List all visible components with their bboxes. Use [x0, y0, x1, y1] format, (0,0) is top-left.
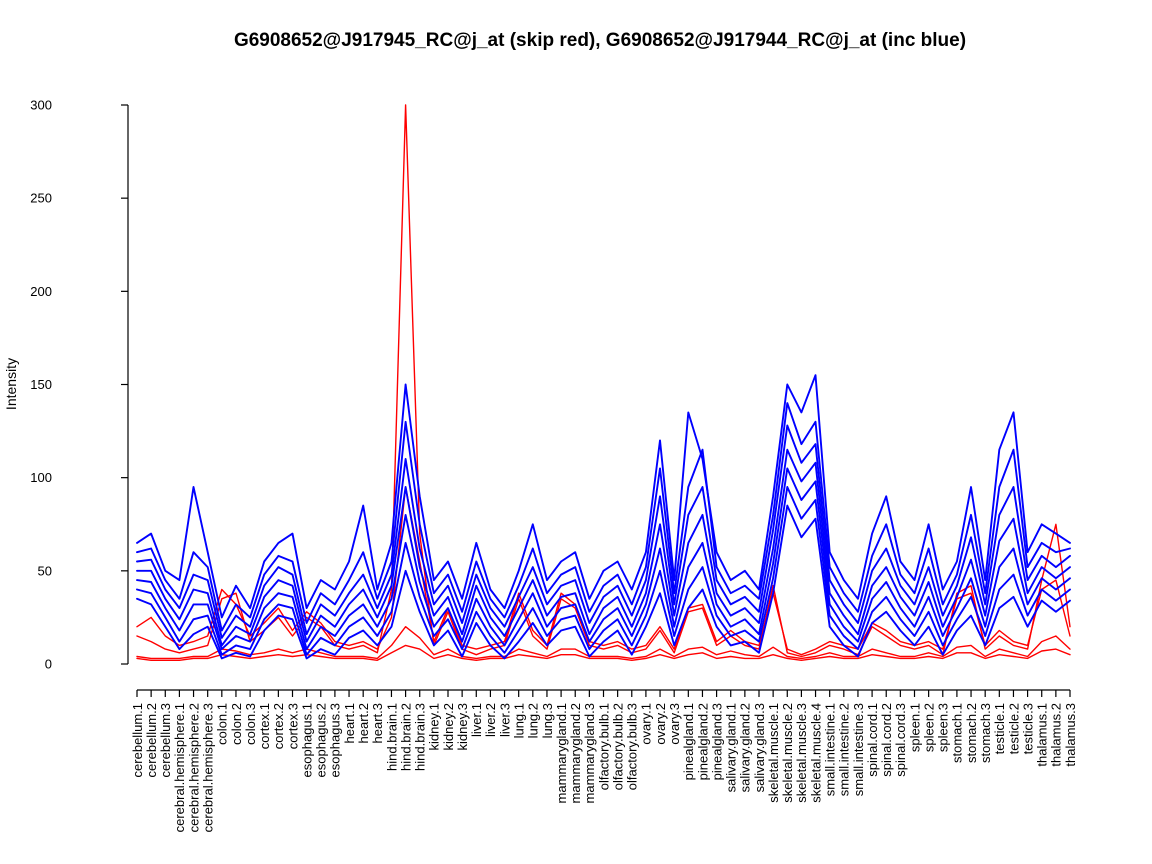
- x-tick-label: small.intestine.2: [837, 703, 852, 796]
- y-tick-label: 0: [45, 657, 52, 672]
- x-tick-label: mammarygland.1: [554, 703, 569, 803]
- x-tick-label: ovary.1: [639, 703, 654, 745]
- y-tick-label: 300: [30, 98, 52, 113]
- series-line-blue-6: [136, 486, 1071, 656]
- x-tick-label: pinealgland.1: [681, 703, 696, 780]
- x-tick-label: kidney.3: [455, 703, 470, 750]
- y-axis-label: Intensity: [3, 358, 19, 410]
- y-tick-label: 200: [30, 284, 52, 299]
- x-tick-label: heart.2: [356, 703, 371, 743]
- x-tick-label: stomach.2: [964, 703, 979, 763]
- x-tick-label: olfactory.bulb.2: [610, 703, 625, 790]
- x-tick-label: skeletal.muscle.2: [780, 703, 795, 803]
- x-tick-label: kidney.2: [441, 703, 456, 750]
- x-tick-label: hind.brain.1: [384, 703, 399, 771]
- x-tick-label: stomach.1: [950, 703, 965, 763]
- x-tick-label: skeletal.muscle.3: [794, 703, 809, 803]
- x-tick-label: esophagus.3: [328, 703, 343, 777]
- chart-title: G6908652@J917945_RC@j_at (skip red), G69…: [234, 30, 966, 51]
- x-tick-label: ovary.3: [667, 703, 682, 745]
- x-tick-label: cortex.2: [271, 703, 286, 749]
- x-tick-label: spinal.cord.2: [879, 703, 894, 777]
- x-tick-label: cerebral.hemisphere.1: [172, 703, 187, 832]
- x-tick-label: olfactory.bulb.3: [625, 703, 640, 790]
- x-tick-label: lung.3: [540, 703, 555, 738]
- x-tick-labels: cerebellum.1 cerebellum.2 cerebellum.3 cere…: [130, 703, 1078, 832]
- x-tick-label: pinealgland.3: [709, 703, 724, 780]
- x-tick-label: spleen.1: [907, 703, 922, 752]
- x-tick-label: cerebral.hemisphere.3: [201, 703, 216, 832]
- plot-series: [136, 104, 1071, 661]
- series-line-blue-7: [136, 504, 1071, 660]
- x-tick-label: spinal.cord.3: [893, 703, 908, 777]
- x-tick-label: esophagus.2: [314, 703, 329, 777]
- x-tick-label: spleen.2: [921, 703, 936, 752]
- x-tick-label: stomach.3: [978, 703, 993, 763]
- x-tick-label: mammarygland.2: [568, 703, 583, 803]
- x-tick-label: thalamus.1: [1035, 703, 1050, 767]
- series-line-blue-4: [136, 448, 1071, 647]
- x-tick-label: heart.1: [342, 703, 357, 743]
- x-tick-label: olfactory.bulb.1: [596, 703, 611, 790]
- y-tick-label: 100: [30, 470, 52, 485]
- x-tick-label: testicle.1: [992, 703, 1007, 754]
- series-line-red-3: [136, 626, 1071, 660]
- x-tick-label: cerebellum.3: [158, 703, 173, 777]
- x-tick-label: liver.1: [469, 703, 484, 737]
- y-tick-label: 50: [38, 563, 52, 578]
- x-tick-label: lung.2: [526, 703, 541, 738]
- y-tick-labels: 0 50 100 150 200 250 300: [30, 98, 52, 672]
- y-tick-label: 250: [30, 191, 52, 206]
- x-tick-label: mammarygland.3: [582, 703, 597, 803]
- x-tick-label: cortex.1: [257, 703, 272, 749]
- series-line-red-4: [136, 644, 1071, 661]
- x-tick-label: kidney.1: [427, 703, 442, 750]
- x-tick-label: small.intestine.1: [823, 703, 838, 796]
- x-tick-label: salivary.gland.1: [724, 703, 739, 792]
- x-tick-label: testicle.3: [1020, 703, 1035, 754]
- x-tick-label: skeletal.muscle.1: [766, 703, 781, 803]
- x-tick-label: liver.3: [497, 703, 512, 737]
- x-tick-label: thalamus.3: [1063, 703, 1078, 767]
- series-line-red-1: [136, 104, 1071, 658]
- x-tick-label: colon.2: [229, 703, 244, 745]
- x-tick-label: heart.3: [370, 703, 385, 743]
- x-tick-label: spleen.3: [936, 703, 951, 752]
- x-tick-label: ovary.2: [653, 703, 668, 745]
- x-tick-label: salivary.gland.2: [738, 703, 753, 792]
- x-tick-label: spinal.cord.1: [865, 703, 880, 777]
- x-tick-label: cerebellum.1: [130, 703, 145, 777]
- x-tick-label: colon.1: [215, 703, 230, 745]
- x-tick-label: skeletal.muscle.4: [808, 703, 823, 803]
- x-tick-label: lung.1: [512, 703, 527, 738]
- series-line-blue-5: [136, 467, 1071, 651]
- x-tick-label: liver.2: [483, 703, 498, 737]
- y-tick-label: 150: [30, 377, 52, 392]
- plot-axes: [121, 104, 1071, 697]
- x-tick-label: thalamus.2: [1049, 703, 1064, 767]
- x-tick-label: hind.brain.3: [413, 703, 428, 771]
- x-tick-label: pinealgland.2: [695, 703, 710, 780]
- x-tick-label: hind.brain.2: [398, 703, 413, 771]
- x-tick-label: cortex.3: [285, 703, 300, 749]
- series-line-blue-2: [136, 402, 1071, 632]
- x-tick-label: salivary.gland.3: [752, 703, 767, 792]
- series-line-blue-1: [136, 374, 1071, 619]
- x-tick-label: cerebral.hemisphere.2: [186, 703, 201, 832]
- series-line-blue-3: [136, 424, 1071, 639]
- x-tick-label: colon.3: [243, 703, 258, 745]
- x-tick-label: cerebellum.2: [144, 703, 159, 777]
- x-tick-label: esophagus.1: [299, 703, 314, 777]
- x-tick-label: testicle.2: [1006, 703, 1021, 754]
- x-tick-label: small.intestine.3: [851, 703, 866, 796]
